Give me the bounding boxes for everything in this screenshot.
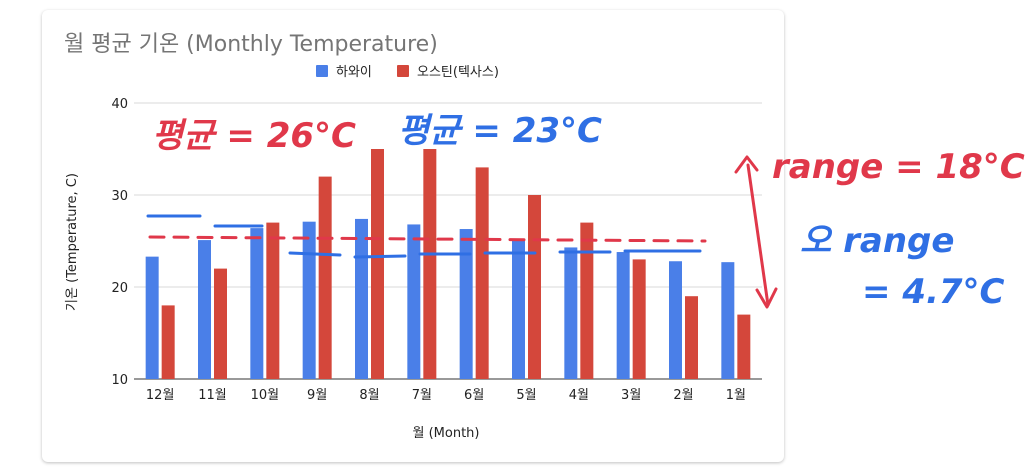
bar-austin-10 bbox=[632, 259, 646, 379]
x-tick-label: 11월 bbox=[198, 388, 227, 403]
x-axis-ticks: 12월 11월 10월 9월 8월 7월 6월 5월 4월 3월 2월 1월 bbox=[146, 388, 746, 403]
bar-hawaii-6 bbox=[407, 224, 421, 379]
bar-hawaii-9 bbox=[564, 247, 578, 379]
bar-hawaii-12 bbox=[721, 262, 735, 379]
x-tick-label: 8월 bbox=[359, 388, 379, 403]
bar-hawaii-1 bbox=[145, 256, 159, 379]
x-tick-label: 4월 bbox=[569, 388, 589, 403]
x-tick-label: 1월 bbox=[726, 388, 746, 403]
y-tick-label: 30 bbox=[111, 189, 128, 204]
y-axis-ticks: 10 20 30 40 bbox=[111, 97, 128, 388]
bar-austin-5 bbox=[371, 149, 384, 379]
y-tick-label: 20 bbox=[111, 281, 128, 296]
y-tick-label: 10 bbox=[111, 373, 128, 388]
y-axis-title: 기온 (Temperature, C) bbox=[65, 173, 80, 311]
x-tick-label: 6월 bbox=[464, 388, 484, 403]
blue-average-label: 평균 = 23°C bbox=[398, 111, 602, 151]
bar-austin-9 bbox=[580, 222, 594, 379]
legend-swatch-hawaii bbox=[316, 65, 328, 77]
range-arrow-bottom-head bbox=[755, 287, 778, 309]
x-axis-title: 월 (Month) bbox=[413, 426, 480, 441]
bar-hawaii-10 bbox=[616, 252, 630, 379]
blue-range-value: = 4.7°C bbox=[862, 272, 1005, 312]
x-tick-label: 2월 bbox=[673, 388, 693, 403]
bar-hawaii-4 bbox=[302, 221, 316, 379]
red-average-label: 평균 = 26°C bbox=[152, 116, 356, 156]
x-tick-label: 9월 bbox=[307, 388, 327, 403]
range-arrow-line bbox=[746, 163, 770, 307]
blue-range-label: 오 range bbox=[800, 221, 954, 261]
x-tick-label: 3월 bbox=[621, 388, 641, 403]
bar-hawaii-3 bbox=[250, 228, 264, 379]
bar-austin-8 bbox=[528, 195, 541, 379]
x-tick-label: 10월 bbox=[251, 388, 280, 403]
bar-hawaii-5 bbox=[355, 218, 368, 379]
bar-austin-2 bbox=[214, 268, 227, 379]
bar-austin-12 bbox=[737, 314, 751, 379]
gridlines bbox=[134, 102, 762, 380]
x-tick-label: 5월 bbox=[516, 388, 536, 403]
bar-hawaii-8 bbox=[512, 239, 525, 379]
x-tick-label: 12월 bbox=[146, 388, 175, 403]
legend-label-hawaii: 하와이 bbox=[336, 65, 372, 80]
range-arrow-top-head bbox=[734, 155, 759, 174]
red-range-label: range = 18°C bbox=[772, 147, 1025, 187]
legend: 하와이 오스틴(텍사스) bbox=[316, 65, 499, 80]
bar-hawaii-2 bbox=[198, 240, 211, 379]
blue-average-dashed-curve bbox=[146, 214, 702, 259]
bar-austin-11 bbox=[685, 296, 698, 379]
annotations: 평균 = 26°C 평균 = 23°C range = 18°C 오 range… bbox=[146, 111, 1025, 312]
bar-austin-4 bbox=[318, 176, 332, 379]
red-average-dashed-line bbox=[148, 235, 707, 243]
bar-austin-6 bbox=[423, 149, 437, 379]
bar-austin-3 bbox=[266, 222, 280, 379]
legend-label-austin: 오스틴(텍사스) bbox=[417, 65, 499, 80]
y-tick-label: 40 bbox=[111, 97, 128, 112]
chart-title: 월 평균 기온 (Monthly Temperature) bbox=[64, 32, 438, 57]
bar-hawaii-11 bbox=[669, 261, 682, 379]
bar-hawaii-7 bbox=[459, 229, 473, 379]
x-tick-label: 7월 bbox=[412, 388, 432, 403]
bar-austin-1 bbox=[161, 305, 175, 379]
bar-austin-7 bbox=[475, 167, 489, 379]
bars bbox=[145, 149, 751, 379]
legend-swatch-austin bbox=[397, 65, 409, 77]
